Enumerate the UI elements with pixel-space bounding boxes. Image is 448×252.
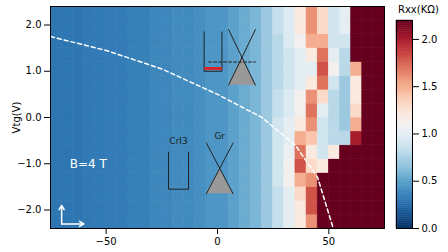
svg-text:Gr: Gr: [214, 131, 225, 141]
svg-text:1.5: 1.5: [422, 81, 438, 92]
svg-text:50: 50: [322, 236, 335, 247]
svg-text:1.0: 1.0: [26, 65, 42, 76]
svg-text:B=4 T: B=4 T: [70, 157, 108, 171]
svg-text:2.0: 2.0: [26, 19, 42, 30]
html-text:Rxx(KΩ): Rxx(KΩ): [398, 4, 439, 15]
svg-text:Vtg(V): Vtg(V): [11, 102, 22, 134]
svg-text:CrI3: CrI3: [169, 136, 187, 146]
svg-text:0.0: 0.0: [422, 223, 438, 234]
svg-text:−1.0: −1.0: [17, 158, 41, 169]
svg-text:0: 0: [214, 236, 220, 247]
svg-text:1.0: 1.0: [422, 128, 438, 139]
svg-text:0.0: 0.0: [26, 112, 42, 123]
svg-text:2.0: 2.0: [422, 34, 438, 45]
svg-text:−2.0: −2.0: [17, 204, 41, 215]
svg-text:0.5: 0.5: [422, 175, 438, 186]
svg-text:−50: −50: [96, 236, 117, 247]
